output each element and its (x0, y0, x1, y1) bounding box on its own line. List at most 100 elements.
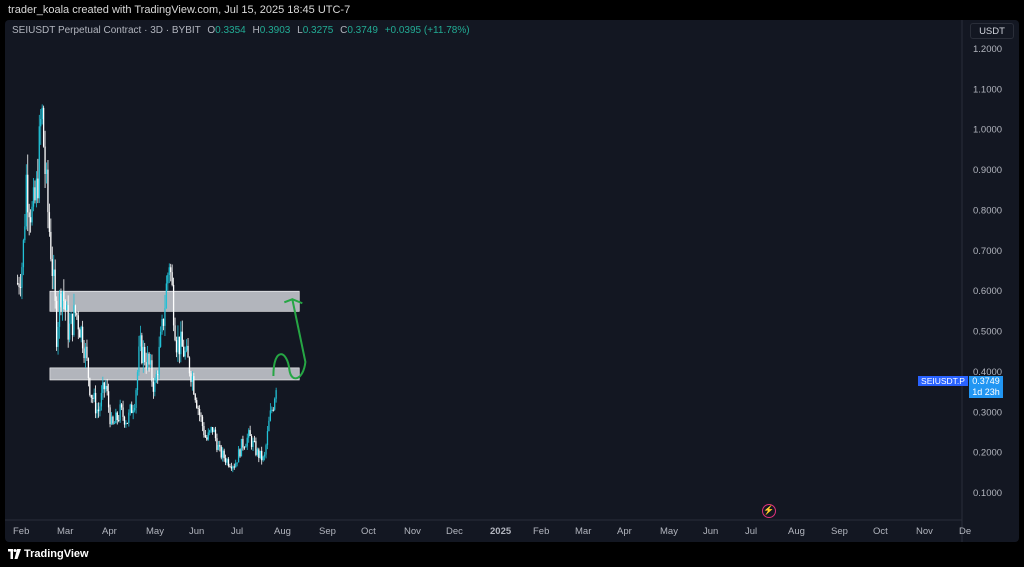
candle (27, 154, 29, 232)
high-value: 0.3903 (259, 25, 291, 36)
candle (180, 321, 182, 363)
candle (21, 262, 23, 300)
candle (216, 433, 218, 453)
candle (103, 381, 105, 398)
candle (139, 325, 142, 352)
candle (86, 339, 88, 362)
candle (220, 445, 222, 460)
price-tick: 1.1000 (973, 84, 1002, 95)
candle (250, 434, 253, 450)
candle (63, 279, 65, 310)
symbol-price-tag: SEIUSDT.P (918, 376, 968, 386)
candle (71, 313, 74, 342)
time-tick: Feb (13, 526, 29, 537)
price-tick: 0.1000 (973, 488, 1002, 499)
projection-arrow (272, 299, 307, 380)
candle (191, 371, 194, 391)
candle (112, 415, 114, 425)
candle (102, 376, 104, 400)
candle (246, 433, 248, 450)
lightning-icon[interactable]: ⚡ (762, 504, 776, 518)
candle (236, 462, 238, 467)
candle (217, 440, 220, 451)
candle (219, 440, 221, 452)
symbol-title: SEIUSDT Perpetual Contract · 3D · BYBIT (12, 25, 201, 36)
candle (184, 346, 186, 360)
candle (126, 422, 129, 424)
time-tick: Oct (361, 526, 376, 537)
candle (155, 370, 157, 384)
time-tick: Jul (745, 526, 757, 537)
candle (229, 463, 231, 468)
candle (167, 272, 169, 291)
tradingview-brand: TradingView (24, 548, 89, 560)
candle (45, 162, 48, 184)
candle (123, 415, 126, 428)
candle (249, 425, 251, 437)
candle (230, 462, 233, 471)
candle (67, 295, 69, 348)
candlestick-chart[interactable]: 1.2000 1.1000 1.0000 0.9000 0.8000 0.7000 0.60… (5, 20, 1019, 542)
candle (96, 402, 98, 419)
low-label: L (297, 25, 303, 36)
candle (174, 317, 176, 342)
high-label: H (252, 25, 260, 36)
price-tick: 0.5000 (973, 327, 1002, 338)
candle (201, 414, 204, 432)
candle (73, 293, 75, 337)
candle (213, 427, 215, 433)
candle (269, 403, 272, 422)
candle (142, 340, 144, 373)
candle (47, 160, 49, 229)
candle (145, 352, 147, 374)
candle (53, 254, 55, 290)
candle (240, 438, 243, 457)
candle (113, 421, 116, 425)
candle (200, 412, 202, 422)
time-tick: Nov (916, 526, 933, 537)
candle (122, 400, 124, 421)
candle (110, 412, 113, 426)
candle (135, 388, 137, 414)
candle (239, 448, 241, 458)
candle (128, 409, 130, 427)
candle (84, 342, 87, 368)
candle (263, 451, 266, 461)
candle (29, 209, 32, 233)
chart-frame[interactable]: 1.2000 1.1000 1.0000 0.9000 0.8000 0.7000 0.60… (5, 20, 1019, 542)
candle (79, 327, 81, 338)
candle (253, 435, 256, 443)
candle (272, 407, 274, 412)
candle (161, 314, 163, 335)
candle (81, 320, 84, 354)
candle (66, 301, 68, 311)
time-tick: Aug (788, 526, 805, 537)
candle (28, 203, 30, 236)
low-value: 0.3275 (302, 25, 334, 36)
candle (34, 180, 36, 204)
candle (70, 311, 72, 325)
candle (162, 318, 165, 331)
candle (115, 408, 117, 424)
candle (109, 404, 111, 428)
candle (136, 369, 139, 396)
candle (204, 430, 207, 438)
candle (31, 201, 33, 226)
candle (131, 401, 133, 414)
candle (60, 288, 62, 316)
bar-countdown: 1d 23h (972, 387, 1000, 397)
zone-1[interactable] (49, 367, 300, 381)
currency-unit-button[interactable]: USDT (970, 23, 1014, 39)
candle (252, 437, 254, 451)
candle (125, 420, 127, 428)
candle (185, 339, 188, 353)
time-tick: Apr (617, 526, 632, 537)
candle (24, 213, 26, 243)
candle (22, 238, 25, 276)
candle (183, 339, 185, 358)
time-tick: Dec (446, 526, 463, 537)
candle (90, 394, 92, 403)
candle (168, 263, 170, 284)
zone-0[interactable] (49, 290, 300, 312)
candle (120, 402, 123, 411)
